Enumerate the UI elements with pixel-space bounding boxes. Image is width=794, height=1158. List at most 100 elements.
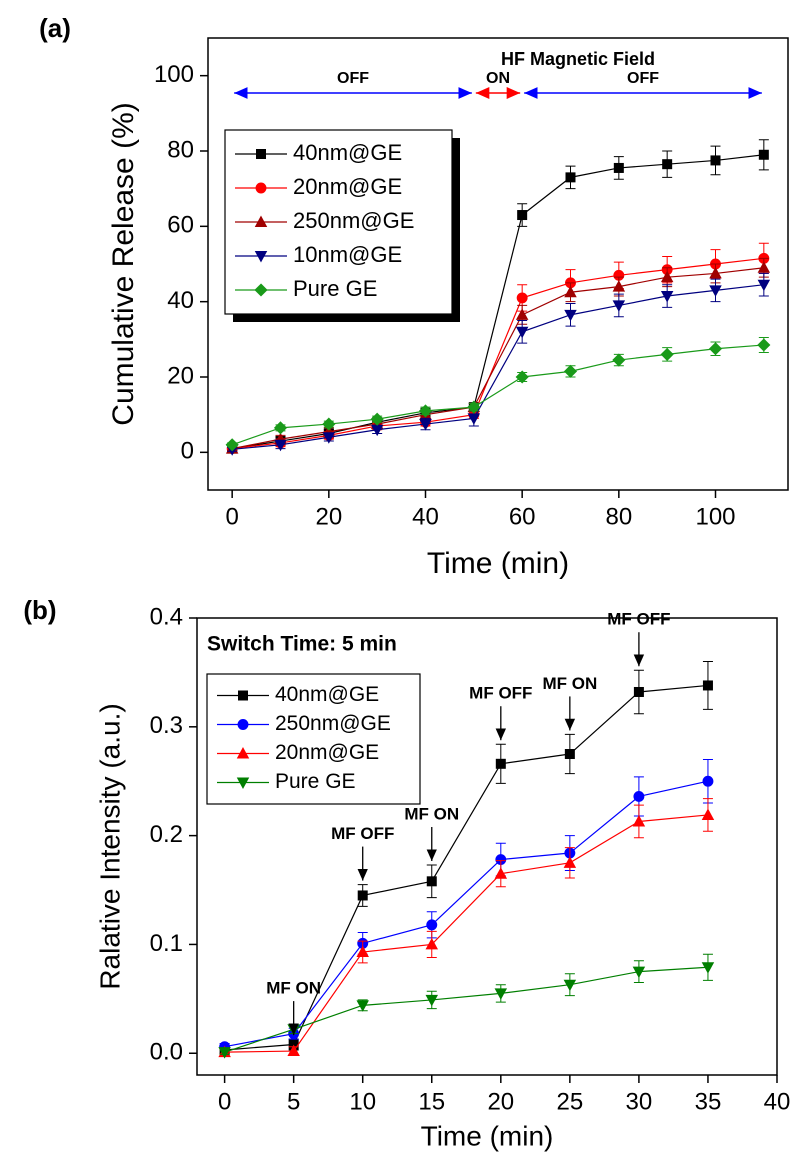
marker-square — [238, 690, 248, 701]
x-tick-label: 35 — [695, 1088, 722, 1115]
marker-circle — [426, 919, 438, 931]
x-tick-label: 30 — [626, 1088, 653, 1115]
y-tick-label: 0.3 — [150, 712, 183, 739]
marker-circle — [516, 292, 528, 304]
marker-triangle-up — [356, 945, 369, 958]
marker-diamond — [370, 412, 384, 426]
y-tick-label: 80 — [167, 136, 194, 163]
y-tick-label: 0.0 — [150, 1039, 183, 1066]
marker-square — [357, 890, 368, 901]
series-line — [231, 344, 764, 446]
marker-triangle-up — [632, 815, 646, 827]
y-tick-label: 20 — [167, 362, 194, 389]
marker-triangle-down — [274, 439, 287, 452]
series-line — [224, 684, 709, 1051]
marker-triangle-up — [515, 308, 529, 320]
marker-triangle-down — [515, 326, 529, 339]
marker-diamond — [225, 438, 239, 452]
x-tick-label: 5 — [287, 1088, 300, 1115]
legend-label: 250nm@GE — [293, 208, 414, 233]
y-tick-label: 60 — [167, 212, 194, 239]
x-axis-title: Time (min) — [421, 1120, 554, 1151]
annotation-title: Switch Time: 5 min — [207, 633, 397, 656]
legend-label: 20nm@GE — [275, 741, 379, 764]
marker-square — [426, 876, 437, 887]
annotation-label: MF ON — [404, 804, 459, 823]
y-tick-label: 100 — [154, 61, 194, 88]
marker-diamond — [254, 283, 268, 297]
x-tick-label: 100 — [695, 503, 735, 530]
x-tick-label: 40 — [764, 1088, 791, 1115]
panel-label: (a) — [39, 13, 71, 43]
marker-triangle-down — [236, 777, 250, 789]
marker-square — [662, 159, 673, 170]
y-axis-title: Ralative Intensity (a.u.) — [94, 703, 125, 989]
y-tick-label: 40 — [167, 287, 194, 314]
marker-square — [633, 686, 644, 697]
marker-square — [565, 172, 576, 183]
marker-triangle-up — [701, 808, 715, 820]
legend-label: 40nm@GE — [275, 683, 379, 706]
y-tick-label: 0.4 — [150, 603, 183, 630]
annotation-label: MF OFF — [607, 610, 670, 629]
marker-diamond — [418, 404, 433, 418]
y-axis-title: Cumulative Release (%) — [107, 102, 140, 425]
marker-triangle-down — [612, 300, 626, 312]
x-axis-title: Time (min) — [427, 547, 569, 580]
marker-circle — [702, 775, 714, 787]
marker-square — [564, 749, 575, 760]
annotation-label: MF ON — [542, 674, 597, 693]
marker-circle — [255, 182, 267, 194]
marker-triangle-down — [254, 251, 268, 263]
plot-frame — [196, 617, 778, 1076]
marker-triangle-down — [356, 1000, 369, 1012]
marker-triangle-down — [660, 291, 674, 303]
series-line — [224, 814, 709, 1053]
y-tick-label: 0.2 — [150, 821, 183, 848]
marker-diamond — [515, 370, 529, 384]
x-tick-label: 15 — [418, 1088, 445, 1115]
marker-triangle-up — [563, 856, 577, 868]
series-line — [232, 284, 764, 450]
marker-diamond — [322, 417, 336, 431]
marker-triangle-down — [632, 966, 646, 979]
marker-diamond — [273, 421, 288, 435]
marker-triangle-up — [660, 270, 674, 283]
y-tick-label: 0.1 — [150, 930, 183, 957]
marker-triangle-up — [757, 261, 771, 273]
phase-label: OFF — [627, 70, 659, 87]
series-line — [232, 154, 764, 450]
marker-diamond — [563, 364, 578, 378]
marker-square — [517, 210, 528, 221]
marker-triangle-down — [322, 432, 336, 444]
x-tick-label: 0 — [218, 1088, 231, 1115]
marker-triangle-down — [218, 1047, 231, 1059]
marker-triangle-down — [425, 994, 439, 1007]
x-tick-label: 0 — [225, 503, 238, 530]
annotation-label: MF OFF — [469, 684, 532, 703]
marker-triangle-down — [467, 413, 481, 425]
marker-square — [613, 162, 624, 173]
marker-square — [710, 155, 721, 166]
x-tick-label: 60 — [509, 503, 536, 530]
marker-square — [702, 680, 713, 691]
marker-triangle-up — [494, 867, 508, 879]
series-line — [232, 267, 764, 450]
marker-square — [495, 758, 506, 769]
marker-triangle-up — [612, 280, 626, 292]
plot-frame — [207, 37, 789, 491]
marker-square — [256, 149, 266, 159]
x-tick-label: 40 — [412, 503, 439, 530]
x-tick-label: 10 — [349, 1088, 376, 1115]
marker-circle — [237, 719, 249, 730]
marker-triangle-up — [287, 1044, 300, 1057]
marker-triangle-up — [709, 266, 722, 279]
x-tick-label: 20 — [315, 503, 342, 530]
marker-square — [758, 149, 769, 160]
marker-triangle-down — [419, 419, 432, 431]
marker-triangle-down — [701, 962, 715, 974]
panel-label: (b) — [23, 595, 56, 625]
marker-triangle-down — [709, 285, 722, 297]
series-line — [232, 257, 764, 450]
